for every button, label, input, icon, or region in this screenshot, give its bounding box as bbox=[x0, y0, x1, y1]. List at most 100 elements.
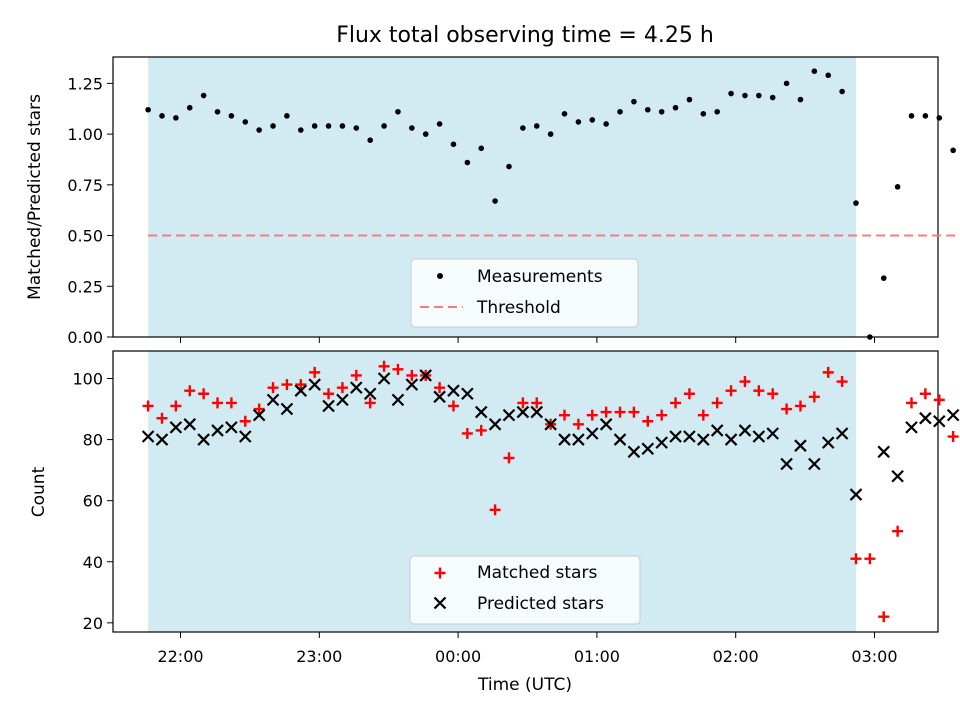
measurement-point bbox=[200, 92, 207, 99]
matched-star-point bbox=[781, 403, 793, 415]
measurement-point bbox=[867, 334, 873, 340]
legend-matched-label: Matched stars bbox=[477, 563, 597, 583]
measurement-point bbox=[825, 72, 832, 79]
legend-predicted-marker bbox=[433, 596, 447, 610]
predicted-star-point bbox=[336, 393, 349, 407]
matched-star-point bbox=[559, 409, 571, 421]
matched-star-point bbox=[822, 366, 834, 378]
matched-star-point bbox=[864, 553, 876, 565]
predicted-star-point bbox=[488, 418, 502, 431]
predicted-star-point bbox=[794, 439, 807, 452]
measurement-point bbox=[700, 111, 707, 117]
matched-star-point bbox=[309, 366, 321, 378]
measurement-point bbox=[714, 108, 720, 115]
predicted-star-point bbox=[808, 457, 821, 471]
predicted-star-point bbox=[710, 424, 724, 437]
measurement-point bbox=[617, 108, 623, 115]
predicted-star-point bbox=[613, 433, 627, 446]
predicted-star-point bbox=[502, 408, 516, 422]
legend-measurements-marker bbox=[437, 273, 443, 279]
predicted-star-point bbox=[877, 445, 891, 459]
matched-star-point bbox=[656, 409, 668, 421]
matched-star-point bbox=[198, 388, 210, 400]
matched-star-point bbox=[336, 382, 348, 394]
measurement-point bbox=[520, 125, 526, 131]
y-tick-label: 1.00 bbox=[67, 125, 103, 144]
predicted-star-point bbox=[377, 372, 391, 385]
measurement-point bbox=[173, 115, 179, 121]
top-plot-frame bbox=[112, 56, 939, 338]
predicted-star-point bbox=[350, 381, 363, 394]
measurement-point bbox=[922, 113, 929, 119]
matched-star-point bbox=[434, 382, 446, 394]
matched-star-point bbox=[253, 403, 265, 415]
matched-star-point bbox=[517, 397, 529, 409]
measurement-points bbox=[145, 68, 956, 340]
matched-star-point bbox=[947, 431, 959, 443]
measurement-point bbox=[367, 137, 373, 143]
matched-star-point bbox=[697, 409, 709, 421]
x-tick-label: 03:00 bbox=[851, 647, 897, 666]
measurement-point bbox=[145, 106, 151, 113]
matched-star-point bbox=[295, 379, 307, 391]
predicted-star-point bbox=[683, 430, 696, 443]
matched-star-point bbox=[836, 376, 848, 388]
legend-threshold-label: Threshold bbox=[476, 298, 561, 318]
count-points bbox=[141, 360, 960, 623]
measurement-point bbox=[644, 106, 651, 113]
matched-star-point bbox=[711, 397, 723, 409]
predicted-star-point bbox=[391, 393, 405, 407]
matched-star-point bbox=[933, 394, 945, 406]
measurement-point bbox=[756, 92, 762, 99]
matched-star-point bbox=[739, 376, 751, 388]
measurement-point bbox=[811, 68, 818, 75]
measurement-point bbox=[506, 163, 512, 170]
predicted-star-point bbox=[627, 445, 641, 459]
matched-star-point bbox=[586, 409, 598, 421]
predicted-star-point bbox=[932, 414, 946, 428]
predicted-star-point bbox=[641, 442, 655, 456]
matched-star-point bbox=[572, 418, 584, 430]
y-tick-label: 0.50 bbox=[67, 227, 103, 246]
top-y-axis-label: Matched/Predicted stars bbox=[25, 94, 45, 300]
predicted-star-point bbox=[405, 378, 419, 391]
legend-predicted-label: Predicted stars bbox=[477, 594, 604, 614]
x-tick-label: 00:00 bbox=[435, 647, 481, 666]
matched-star-point bbox=[670, 397, 682, 409]
matched-star-point bbox=[628, 406, 640, 418]
bottom-x-ticks: 22:00 23:00 00:00 01:00 02:00 03:00 bbox=[157, 632, 898, 666]
measurement-point bbox=[214, 108, 221, 115]
measurement-point bbox=[311, 123, 318, 129]
predicted-star-point bbox=[308, 378, 321, 391]
matched-star-point bbox=[364, 397, 376, 409]
y-tick-label: 0.75 bbox=[67, 176, 103, 195]
matched-star-point bbox=[350, 369, 362, 381]
x-tick-label: 22:00 bbox=[157, 647, 203, 666]
measurement-point bbox=[409, 125, 415, 131]
x-tick-label: 02:00 bbox=[713, 647, 759, 666]
predicted-star-point bbox=[558, 433, 571, 446]
matched-star-point bbox=[794, 400, 806, 412]
measurement-point bbox=[880, 275, 887, 281]
predicted-star-point bbox=[322, 399, 335, 413]
matched-star-point bbox=[892, 525, 904, 537]
matched-star-point bbox=[184, 385, 196, 397]
matched-star-point bbox=[767, 388, 779, 400]
measurement-point bbox=[742, 92, 748, 99]
matched-star-point bbox=[461, 427, 473, 439]
y-tick-label: 40 bbox=[83, 553, 103, 572]
matched-star-point bbox=[906, 397, 918, 409]
predicted-star-point bbox=[697, 433, 710, 446]
measurement-point bbox=[769, 94, 776, 101]
matched-star-point bbox=[642, 415, 654, 427]
measurement-point bbox=[297, 127, 304, 133]
predicted-star-point bbox=[155, 433, 169, 446]
measurement-point bbox=[186, 104, 193, 111]
matched-star-point bbox=[919, 388, 931, 400]
y-tick-label: 60 bbox=[83, 492, 103, 511]
predicted-star-point bbox=[266, 393, 280, 407]
matched-star-point bbox=[878, 611, 890, 623]
predicted-star-point bbox=[461, 387, 474, 401]
matched-star-point bbox=[447, 400, 459, 412]
predicted-star-point bbox=[655, 436, 668, 449]
